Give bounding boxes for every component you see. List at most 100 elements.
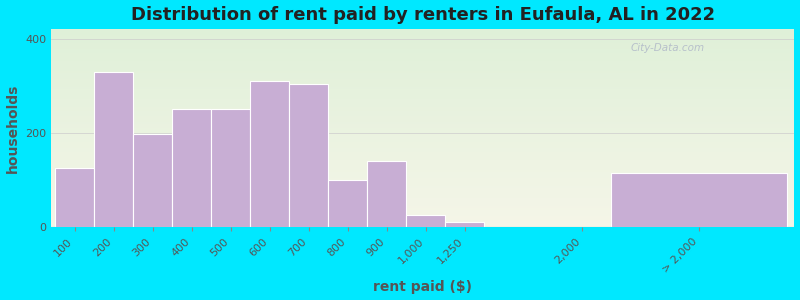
Bar xyxy=(51,85,794,87)
Bar xyxy=(51,132,794,134)
Bar xyxy=(51,41,794,43)
Bar xyxy=(367,161,406,227)
Bar xyxy=(51,51,794,53)
Bar xyxy=(51,116,794,119)
Bar xyxy=(51,182,794,184)
Bar xyxy=(51,170,794,172)
Bar xyxy=(51,190,794,192)
Bar xyxy=(51,59,794,61)
Bar xyxy=(51,210,794,212)
Bar xyxy=(51,47,794,49)
Bar xyxy=(289,83,328,227)
Bar xyxy=(51,192,794,194)
Bar xyxy=(51,146,794,148)
Bar xyxy=(51,91,794,93)
Bar xyxy=(51,106,794,109)
Bar xyxy=(51,212,794,214)
Bar xyxy=(51,49,794,51)
Bar xyxy=(51,103,794,105)
Bar xyxy=(51,73,794,75)
Bar xyxy=(51,95,794,97)
Bar xyxy=(51,215,794,217)
Bar xyxy=(51,194,794,196)
Bar xyxy=(51,224,794,225)
Bar xyxy=(51,148,794,150)
Bar xyxy=(51,120,794,122)
Bar xyxy=(51,63,794,65)
Bar xyxy=(51,97,794,99)
Bar xyxy=(51,202,794,204)
Bar xyxy=(406,215,446,227)
Bar xyxy=(51,184,794,186)
Bar xyxy=(51,206,794,208)
Bar xyxy=(51,154,794,156)
Bar xyxy=(51,93,794,95)
Bar xyxy=(51,130,794,132)
Bar xyxy=(51,196,794,198)
Bar xyxy=(51,142,794,144)
Bar xyxy=(51,174,794,176)
Bar xyxy=(51,31,794,33)
Bar xyxy=(51,100,794,103)
Bar xyxy=(51,43,794,45)
Bar xyxy=(51,221,794,224)
Bar xyxy=(211,109,250,227)
Bar xyxy=(51,45,794,47)
Bar xyxy=(55,168,94,227)
Bar xyxy=(51,144,794,146)
Bar xyxy=(51,83,794,85)
Bar xyxy=(51,105,794,106)
Bar xyxy=(51,186,794,188)
Bar xyxy=(51,214,794,215)
Bar xyxy=(133,134,172,227)
Bar xyxy=(51,136,794,138)
Bar xyxy=(51,65,794,67)
Bar xyxy=(51,156,794,158)
Bar xyxy=(51,158,794,160)
Bar xyxy=(51,204,794,206)
Bar xyxy=(172,109,211,227)
Bar xyxy=(51,162,794,164)
Y-axis label: households: households xyxy=(6,84,19,173)
X-axis label: rent paid ($): rent paid ($) xyxy=(374,280,472,294)
Bar xyxy=(51,69,794,71)
Bar xyxy=(446,222,484,227)
Bar xyxy=(51,109,794,110)
Bar xyxy=(51,166,794,168)
Bar xyxy=(51,81,794,83)
Text: City-Data.com: City-Data.com xyxy=(631,43,705,53)
Bar xyxy=(51,176,794,178)
Bar xyxy=(51,128,794,130)
Bar xyxy=(51,200,794,202)
Bar xyxy=(51,53,794,55)
Bar xyxy=(51,35,794,37)
Bar xyxy=(51,208,794,210)
Bar xyxy=(51,150,794,152)
Bar xyxy=(51,79,794,81)
Bar xyxy=(51,39,794,41)
Bar xyxy=(51,138,794,140)
Bar xyxy=(51,110,794,112)
Bar xyxy=(51,160,794,162)
Bar xyxy=(611,173,786,227)
Bar xyxy=(250,81,289,227)
Bar xyxy=(51,168,794,170)
Bar xyxy=(51,29,794,31)
Bar xyxy=(51,55,794,57)
Bar xyxy=(51,67,794,69)
Bar xyxy=(51,140,794,142)
Bar xyxy=(51,164,794,166)
Bar xyxy=(51,77,794,79)
Bar xyxy=(51,178,794,180)
Title: Distribution of rent paid by renters in Eufaula, AL in 2022: Distribution of rent paid by renters in … xyxy=(130,6,715,24)
Bar xyxy=(51,115,794,116)
Bar xyxy=(51,172,794,174)
Bar xyxy=(51,112,794,115)
Bar xyxy=(51,124,794,126)
Bar xyxy=(51,198,794,200)
Bar xyxy=(51,71,794,73)
Bar xyxy=(51,87,794,89)
Bar xyxy=(51,225,794,227)
Bar xyxy=(328,180,367,227)
Bar xyxy=(51,118,794,120)
